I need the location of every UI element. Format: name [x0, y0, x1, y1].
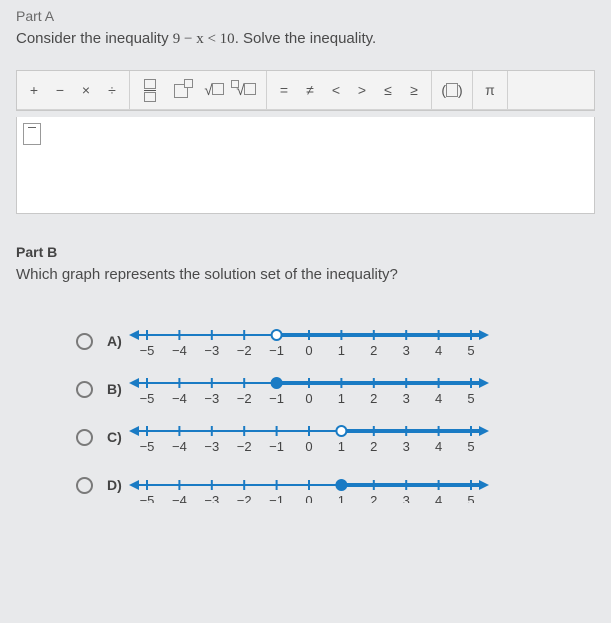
choice-radio[interactable] [76, 429, 93, 446]
svg-text:3: 3 [403, 493, 410, 503]
svg-text:3: 3 [403, 439, 410, 454]
svg-text:−3: −3 [204, 391, 219, 406]
answer-input-area[interactable] [16, 117, 595, 214]
prompt-suffix: . Solve the inequality. [235, 30, 376, 47]
number-line: −5 −4 −3 −2 −1 0 1 2 3 4 5 [129, 371, 489, 407]
svg-text:4: 4 [435, 439, 442, 454]
choice-row: B) −5 −4 −3 −2 −1 0 1 2 3 4 5 [76, 371, 595, 407]
svg-text:3: 3 [403, 343, 410, 358]
svg-text:1: 1 [338, 391, 345, 406]
toolbar-group: =≠<>≤≥ [267, 71, 432, 109]
svg-text:5: 5 [467, 343, 474, 358]
svg-text:−2: −2 [237, 439, 252, 454]
choice-radio[interactable] [76, 381, 93, 398]
fraction-button[interactable] [134, 75, 166, 105]
svg-text:−3: −3 [204, 439, 219, 454]
svg-text:0: 0 [305, 343, 312, 358]
svg-text:4: 4 [435, 493, 442, 503]
toolbar: +−×÷√√=≠<>≤≥()π [17, 71, 594, 110]
svg-text:5: 5 [467, 391, 474, 406]
svg-text:4: 4 [435, 391, 442, 406]
part-b-label: Part B [16, 244, 595, 260]
number-line: −5 −4 −3 −2 −1 0 1 2 3 4 5 [129, 467, 489, 503]
svg-text:−4: −4 [172, 493, 187, 503]
svg-text:−4: −4 [172, 391, 187, 406]
svg-text:−1: −1 [269, 391, 284, 406]
svg-text:−4: −4 [172, 439, 187, 454]
svg-text:1: 1 [338, 493, 345, 503]
choice-row: C) −5 −4 −3 −2 −1 0 1 2 3 4 5 [76, 419, 595, 455]
symbol-button-<[interactable]: < [323, 75, 349, 105]
symbol-button-π[interactable]: π [477, 75, 503, 105]
choice-radio[interactable] [76, 333, 93, 350]
toolbar-group: π [473, 71, 508, 109]
part-a-label: Part A [16, 8, 595, 24]
svg-text:−1: −1 [269, 343, 284, 358]
svg-text:3: 3 [403, 391, 410, 406]
svg-text:2: 2 [370, 493, 377, 503]
prompt-inequality: 9 − x < 10 [173, 31, 235, 47]
svg-text:−5: −5 [140, 493, 155, 503]
svg-text:5: 5 [467, 493, 474, 503]
svg-text:−2: −2 [237, 391, 252, 406]
exponent-button[interactable] [166, 75, 198, 105]
answer-slot[interactable] [23, 123, 41, 145]
symbol-button-≠[interactable]: ≠ [297, 75, 323, 105]
toolbar-group: () [432, 71, 473, 109]
svg-text:−3: −3 [204, 343, 219, 358]
choice-row: A) −5 −4 −3 −2 −1 0 1 2 3 4 5 [76, 323, 595, 359]
svg-text:−5: −5 [140, 391, 155, 406]
svg-text:−3: −3 [204, 493, 219, 503]
choice-letter: A) [107, 333, 129, 349]
number-line: −5 −4 −3 −2 −1 0 1 2 3 4 5 [129, 419, 489, 455]
svg-text:2: 2 [370, 343, 377, 358]
svg-text:−1: −1 [269, 493, 284, 503]
toolbar-group: +−×÷ [17, 71, 130, 109]
symbol-button-÷[interactable]: ÷ [99, 75, 125, 105]
parentheses-button[interactable]: () [436, 75, 468, 105]
symbol-button->[interactable]: > [349, 75, 375, 105]
svg-text:−2: −2 [237, 343, 252, 358]
svg-text:5: 5 [467, 439, 474, 454]
svg-text:2: 2 [370, 439, 377, 454]
svg-text:1: 1 [338, 439, 345, 454]
svg-text:0: 0 [305, 391, 312, 406]
symbol-button-≤[interactable]: ≤ [375, 75, 401, 105]
choice-letter: C) [107, 429, 129, 445]
svg-text:1: 1 [338, 343, 345, 358]
svg-text:−4: −4 [172, 343, 187, 358]
symbol-button-−[interactable]: − [47, 75, 73, 105]
part-a-prompt: Consider the inequality 9 − x < 10. Solv… [16, 30, 595, 48]
toolbar-group: √√ [130, 71, 267, 109]
svg-text:−5: −5 [140, 439, 155, 454]
choice-row: D) −5 −4 −3 −2 −1 0 1 2 3 4 5 [76, 467, 595, 503]
choice-letter: D) [107, 477, 129, 493]
svg-text:2: 2 [370, 391, 377, 406]
prompt-prefix: Consider the inequality [16, 30, 173, 47]
symbol-button-×[interactable]: × [73, 75, 99, 105]
symbol-button-+[interactable]: + [21, 75, 47, 105]
svg-text:−2: −2 [237, 493, 252, 503]
number-line: −5 −4 −3 −2 −1 0 1 2 3 4 5 [129, 323, 489, 359]
choice-radio[interactable] [76, 477, 93, 494]
svg-text:0: 0 [305, 439, 312, 454]
symbol-button-=[interactable]: = [271, 75, 297, 105]
symbol-button-≥[interactable]: ≥ [401, 75, 427, 105]
svg-text:0: 0 [305, 493, 312, 503]
choice-letter: B) [107, 381, 129, 397]
svg-text:4: 4 [435, 343, 442, 358]
sqrt-button[interactable]: √ [198, 75, 230, 105]
part-b-question: Which graph represents the solution set … [16, 266, 595, 283]
svg-text:−5: −5 [140, 343, 155, 358]
svg-text:−1: −1 [269, 439, 284, 454]
equation-editor: +−×÷√√=≠<>≤≥()π [16, 70, 595, 111]
nth-root-button[interactable]: √ [230, 75, 262, 105]
answer-choices: A)−5−4−3−2−1012345B)−5−4−3−2−1012345C)−5… [16, 323, 595, 503]
